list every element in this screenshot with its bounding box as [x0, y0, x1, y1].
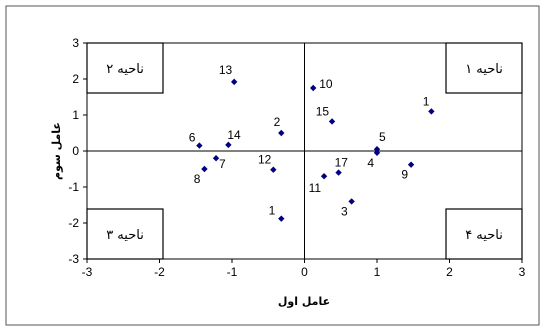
data-point-label: 6 [189, 131, 196, 145]
x-tick-label: 3 [519, 265, 526, 279]
y-tick-label: 3 [72, 36, 79, 50]
data-point-marker [428, 108, 435, 115]
data-point-marker [335, 169, 342, 176]
data-point-marker [278, 215, 285, 222]
x-axis-title: عامل اول [278, 295, 330, 308]
data-point-marker [270, 166, 277, 173]
x-tick-label: 1 [374, 265, 381, 279]
data-point-marker [201, 165, 208, 173]
x-tick-labels: -3 -2 -1 0 1 2 3 [82, 259, 526, 279]
data-point-label: 15 [316, 104, 330, 118]
x-tick-label: 0 [301, 265, 308, 279]
data-point-marker [225, 141, 232, 149]
data-point-marker [373, 146, 381, 153]
data-point-label: 17 [335, 156, 349, 170]
data-point-label: 7 [219, 157, 226, 171]
data-point-label: 9 [401, 168, 408, 182]
region-box-top-right [445, 42, 523, 94]
data-point-marker [212, 155, 220, 162]
y-tick-label: 2 [72, 72, 79, 86]
region-box-bottom-right [445, 208, 523, 260]
data-point-label: 8 [194, 172, 201, 186]
x-tick-label: -2 [154, 265, 165, 279]
data-point-marker [278, 129, 285, 137]
region-label: ناحیه ۳ [106, 228, 144, 243]
data-point-marker [196, 142, 203, 149]
data-point-marker [348, 198, 355, 205]
y-tick-labels: 3 2 1 0 -1 -2 -3 [68, 36, 87, 266]
data-point-label: 2 [274, 115, 281, 129]
data-point-label: 11 [309, 181, 322, 195]
y-tick-label: 0 [72, 144, 79, 158]
x-tick-label: -3 [82, 265, 93, 279]
data-point-marker [373, 149, 381, 156]
y-tick-label: -3 [68, 252, 79, 266]
data-point-label: 1 [423, 94, 430, 108]
data-point-label: 10 [319, 77, 333, 91]
data-point-marker [310, 84, 317, 92]
data-point-label: 4 [367, 156, 374, 170]
data-point-marker [328, 118, 336, 125]
y-tick-label: 1 [72, 108, 79, 122]
x-tick-label: -1 [227, 265, 238, 279]
x-tick-label: 2 [446, 265, 453, 279]
region-label: ناحیه ۱ [465, 62, 503, 77]
region-box-top-left [86, 42, 164, 94]
data-point-label: 3 [341, 204, 348, 218]
y-axis-title: عامل سوم [50, 122, 63, 180]
data-point-marker [230, 78, 238, 86]
data-point-marker [320, 173, 328, 180]
y-tick-label: -2 [68, 216, 79, 230]
data-point-label: 12 [258, 153, 272, 167]
region-label: ناحیه ۲ [106, 62, 144, 77]
region-box-bottom-left [86, 208, 164, 260]
region-label: ناحیه ۴ [465, 228, 503, 243]
data-point-label: 14 [227, 128, 241, 142]
y-tick-label: -1 [68, 180, 79, 194]
data-point-label: 5 [379, 130, 386, 144]
data-point-marker [407, 161, 415, 168]
region-boxes: ناحیه ۱ ناحیه ۲ ناحیه ۳ ناحیه ۴ [86, 42, 523, 260]
data-point-label: 13 [219, 63, 233, 77]
data-point-label: 1 [269, 204, 276, 218]
